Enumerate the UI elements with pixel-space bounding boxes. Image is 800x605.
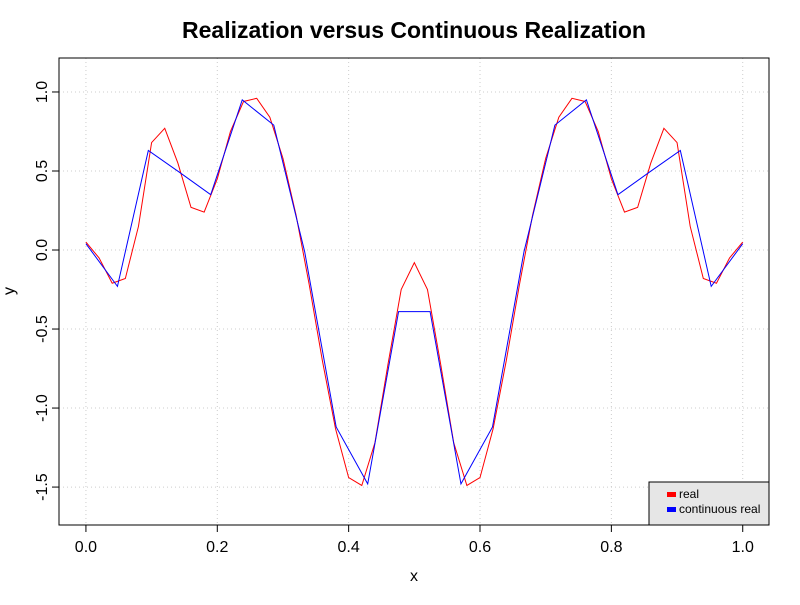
y-axis-label: y	[1, 287, 18, 295]
x-tick-label: 0.2	[206, 539, 228, 556]
x-tick-label: 0.6	[469, 539, 491, 556]
chart-title: Realization versus Continuous Realizatio…	[182, 17, 646, 43]
plot-frame	[58, 57, 770, 526]
legend-swatch	[667, 507, 676, 512]
series-line	[85, 99, 744, 486]
legend-box	[648, 481, 770, 526]
x-tick-label: 0.0	[75, 539, 97, 556]
legend-label: continuous real	[679, 502, 760, 516]
y-tick-label: -1.5	[34, 473, 51, 501]
y-tick-label: 0.0	[34, 239, 51, 261]
x-axis-label: x	[410, 568, 418, 585]
y-tick-label: -0.5	[34, 315, 51, 343]
x-tick-label: 1.0	[732, 539, 754, 556]
y-tick-label: 1.0	[34, 81, 51, 103]
y-tick-label: -1.0	[34, 394, 51, 422]
legend-label: real	[679, 487, 699, 501]
y-tick-label: 0.5	[34, 160, 51, 182]
x-tick-label: 0.4	[338, 539, 360, 556]
x-tick-label: 0.8	[600, 539, 622, 556]
legend-swatch	[667, 492, 676, 497]
series-line	[85, 97, 744, 487]
